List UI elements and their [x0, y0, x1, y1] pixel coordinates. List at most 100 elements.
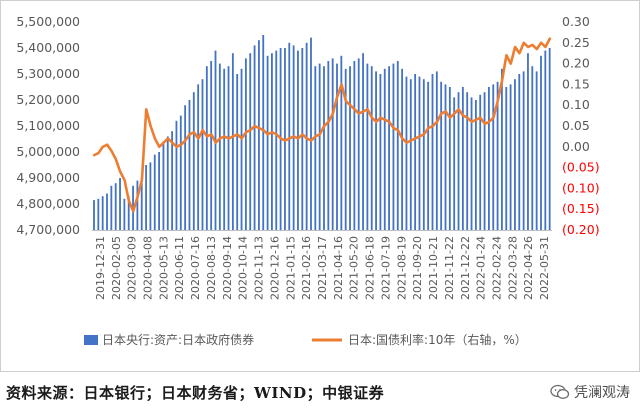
- y-right-tick-label: 0.20: [562, 56, 590, 71]
- y-left-tick-label: 4,700,000: [16, 222, 80, 237]
- bar: [396, 61, 399, 230]
- bar: [340, 55, 343, 230]
- bar: [409, 79, 412, 230]
- bar: [171, 131, 174, 230]
- x-tick-label: 2022-04-26: [522, 236, 535, 300]
- bar: [440, 81, 443, 230]
- bar: [149, 162, 152, 230]
- bar: [401, 68, 404, 230]
- x-tick-label: 2020-09-14: [221, 236, 234, 300]
- bar: [435, 71, 438, 231]
- x-tick-label: 2021-03-17: [316, 236, 329, 300]
- bar: [179, 115, 182, 230]
- x-tick-label: 2022-05-31: [538, 236, 551, 300]
- bar: [379, 74, 382, 230]
- x-tick-label: 2020-02-05: [110, 236, 123, 300]
- y-left-tick-label: 5,500,000: [16, 14, 80, 29]
- bar: [197, 84, 200, 231]
- bar: [457, 92, 460, 230]
- bar: [366, 63, 369, 230]
- bar: [257, 40, 260, 231]
- bar: [522, 71, 525, 231]
- y-right-tick-label: 0.00: [562, 139, 590, 154]
- x-tick-label: 2020-07-16: [189, 236, 202, 300]
- bar: [240, 68, 243, 230]
- bar: [93, 200, 95, 230]
- bar: [353, 61, 356, 230]
- bar: [414, 74, 417, 230]
- bar: [531, 66, 534, 230]
- bar: [184, 105, 187, 230]
- x-tick-label: 2020-03-09: [126, 236, 139, 300]
- bar: [314, 66, 317, 230]
- x-tick-label: 2021-08-19: [395, 236, 408, 300]
- y-left-tick-label: 5,300,000: [16, 66, 80, 81]
- bar: [262, 35, 265, 230]
- bar: [548, 48, 551, 230]
- y-right-tick-label: (0.20): [562, 222, 600, 237]
- bar: [362, 53, 364, 231]
- bar: [136, 180, 139, 230]
- y-left-tick-label: 5,100,000: [16, 118, 80, 133]
- bar: [231, 53, 234, 231]
- bar: [483, 92, 486, 230]
- legend-bar-swatch: [84, 335, 98, 345]
- bar: [518, 74, 521, 230]
- bar: [210, 61, 213, 230]
- bar: [388, 66, 390, 230]
- chart: 4,700,000 4,800,000 4,900,000 5,000,000 5,10…: [16, 14, 600, 347]
- bar: [474, 100, 477, 230]
- y-left-tick-label: 4,800,000: [16, 196, 80, 211]
- legend-line-label: 日本:国债利率:10年（右轴，%）: [348, 332, 527, 347]
- x-tick-label: 2021-12-22: [459, 236, 472, 300]
- bar: [266, 55, 269, 230]
- bar: [344, 68, 347, 230]
- bar: [275, 50, 278, 230]
- bar: [153, 154, 156, 230]
- bar: [492, 84, 495, 231]
- x-tick-label: 2021-01-15: [284, 236, 297, 300]
- x-tick-label: 2021-09-20: [411, 236, 424, 300]
- y-left-tick-label: 5,000,000: [16, 144, 80, 159]
- y-right-tick-label: 0.15: [562, 76, 590, 91]
- x-tick-label: 2020-12-16: [268, 236, 281, 300]
- bar: [448, 87, 451, 230]
- x-tick-label: 2021-10-21: [427, 236, 440, 300]
- bar: [327, 61, 330, 230]
- bar: [392, 63, 395, 230]
- bar: [444, 84, 447, 231]
- bar: [145, 165, 147, 230]
- bar: [427, 81, 430, 230]
- y-right-tick-label: (0.10): [562, 180, 600, 195]
- bar: [470, 97, 473, 231]
- bar: [175, 120, 178, 230]
- bar: [544, 50, 547, 230]
- bar: [114, 183, 117, 230]
- y-right-tick-label: 0.10: [562, 97, 590, 112]
- bar: [336, 63, 338, 230]
- bar: [461, 87, 464, 230]
- bar: [223, 68, 226, 230]
- bar: [310, 37, 312, 230]
- x-tick-label: 2020-11-13: [253, 236, 266, 300]
- x-tick-label: 2020-10-14: [237, 236, 250, 300]
- bar: [249, 53, 252, 231]
- bar: [453, 97, 456, 231]
- bar: [106, 193, 108, 230]
- bar: [97, 198, 100, 230]
- bar: [318, 63, 321, 230]
- y-left-tick-label: 5,200,000: [16, 92, 80, 107]
- bar: [383, 68, 386, 230]
- bar: [501, 68, 503, 230]
- x-tick-label: 2021-06-18: [364, 236, 377, 300]
- x-tick-label: 2022-02-24: [490, 236, 503, 300]
- wechat-icon: [550, 384, 570, 400]
- bar: [331, 58, 334, 231]
- x-tick-label: 2020-06-11: [173, 236, 186, 300]
- bar: [375, 71, 377, 231]
- bar: [288, 42, 291, 230]
- x-tick-label: 2020-05-13: [157, 236, 170, 300]
- legend-bar-label: 日本央行:资产:日本政府债券: [102, 332, 254, 347]
- bar: [479, 94, 482, 230]
- x-tick-label: 2020-08-13: [205, 236, 218, 300]
